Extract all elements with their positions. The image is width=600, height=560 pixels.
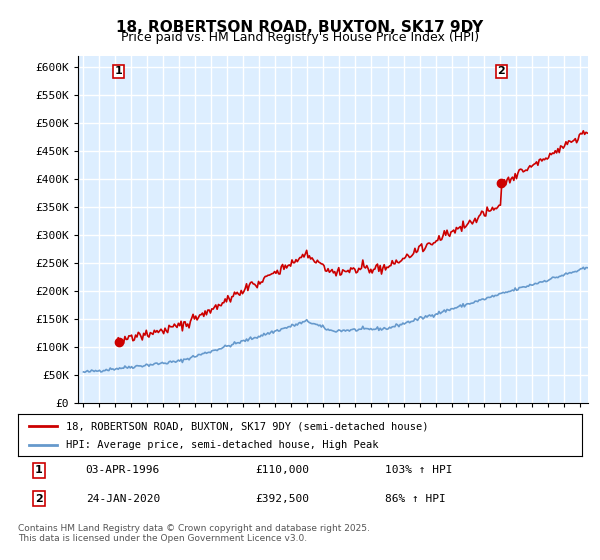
Text: £110,000: £110,000 [255,465,309,475]
Polygon shape [78,56,588,403]
Text: Contains HM Land Registry data © Crown copyright and database right 2025.
This d: Contains HM Land Registry data © Crown c… [18,524,370,543]
Text: 2: 2 [35,493,43,503]
Text: HPI: Average price, semi-detached house, High Peak: HPI: Average price, semi-detached house,… [66,440,379,450]
Text: 103% ↑ HPI: 103% ↑ HPI [385,465,452,475]
Text: 1: 1 [115,67,123,76]
Text: 18, ROBERTSON ROAD, BUXTON, SK17 9DY: 18, ROBERTSON ROAD, BUXTON, SK17 9DY [116,20,484,35]
Text: £392,500: £392,500 [255,493,309,503]
Text: Price paid vs. HM Land Registry's House Price Index (HPI): Price paid vs. HM Land Registry's House … [121,31,479,44]
Text: 18, ROBERTSON ROAD, BUXTON, SK17 9DY (semi-detached house): 18, ROBERTSON ROAD, BUXTON, SK17 9DY (se… [66,421,428,431]
Text: 86% ↑ HPI: 86% ↑ HPI [385,493,445,503]
Text: 24-JAN-2020: 24-JAN-2020 [86,493,160,503]
Text: 03-APR-1996: 03-APR-1996 [86,465,160,475]
Text: 1: 1 [35,465,43,475]
Text: 2: 2 [497,67,505,76]
